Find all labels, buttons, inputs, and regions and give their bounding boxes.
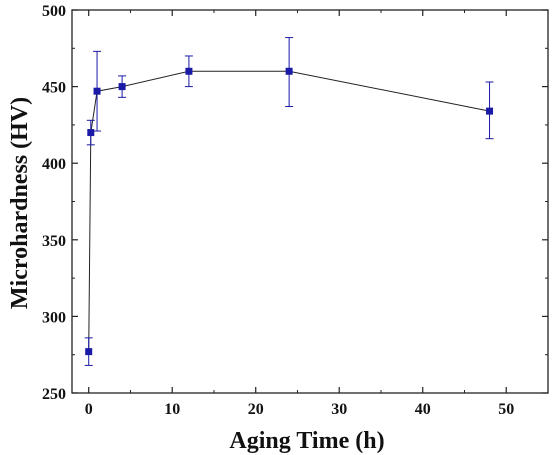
x-tick-label-2: 20 xyxy=(248,401,264,418)
data-point-4 xyxy=(185,67,193,75)
data-point-2 xyxy=(93,87,101,95)
y-tick-label-4: 450 xyxy=(42,80,66,97)
x-axis-title: Aging Time (h) xyxy=(229,428,384,454)
x-tick-label-4: 40 xyxy=(415,401,431,418)
data-point-3 xyxy=(118,83,126,91)
data-point-6 xyxy=(486,107,494,115)
y-tick-label-5: 500 xyxy=(42,3,66,20)
data-point-0 xyxy=(85,348,93,356)
data-point-1 xyxy=(87,129,95,137)
x-tick-label-0: 0 xyxy=(85,401,93,418)
x-tick-label-5: 50 xyxy=(498,401,514,418)
data-point-5 xyxy=(285,67,293,75)
x-tick-label-1: 10 xyxy=(164,401,180,418)
y-axis-title: Microhardness (HV) xyxy=(7,97,33,309)
plot-frame xyxy=(71,9,549,394)
y-tick-label-2: 350 xyxy=(42,233,66,250)
y-tick-label-1: 300 xyxy=(42,309,66,326)
x-tick-label-3: 30 xyxy=(331,401,347,418)
y-tick-label-0: 250 xyxy=(42,386,66,403)
y-tick-label-3: 400 xyxy=(42,156,66,173)
series-line-0 xyxy=(88,70,490,352)
